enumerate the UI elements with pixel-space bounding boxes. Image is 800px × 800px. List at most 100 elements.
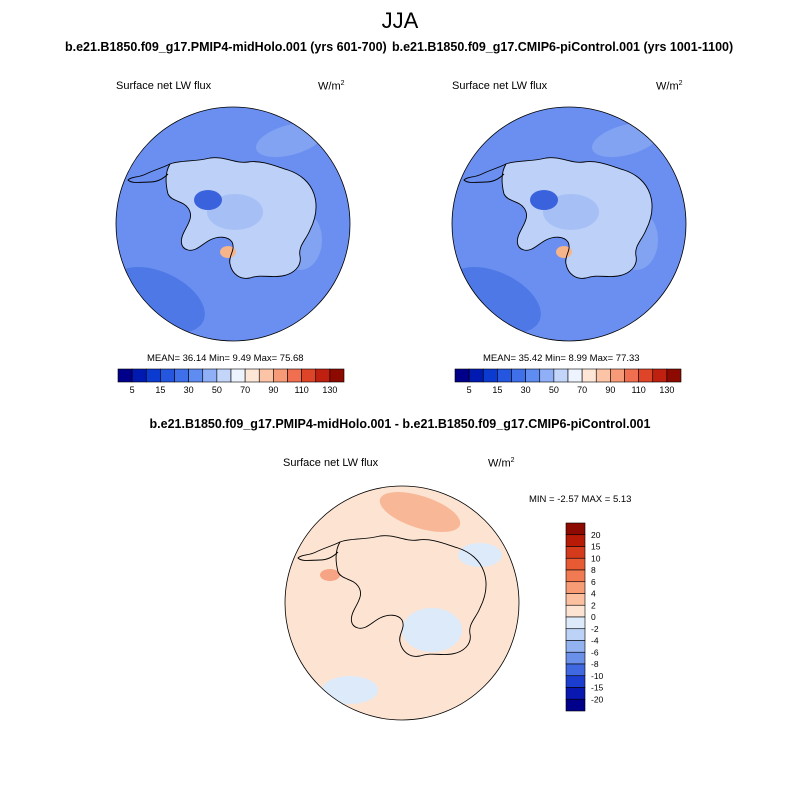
panel-3-colorbar-box — [565, 651, 586, 665]
panel-2-colorbar-box — [454, 368, 470, 383]
panel-2-title: b.e21.B1850.f09_g17.CMIP6-piControl.001 … — [392, 40, 734, 54]
panel-1-title: b.e21.B1850.f09_g17.PMIP4-midHolo.001 (y… — [65, 40, 387, 54]
panel-3-background-field — [285, 486, 519, 720]
panel-2-map-border — [451, 106, 687, 342]
panel-2-colorbar-box — [539, 368, 555, 383]
panel-1-colorbar-box — [131, 368, 147, 383]
panel-3-colorbar-tick-label: 2 — [591, 600, 596, 610]
panel-2-colorbar-box — [482, 368, 498, 383]
panel-2-colorbar-box — [468, 368, 484, 383]
panel-2-colorbar-box — [638, 368, 654, 383]
panel-2-colorbar-box — [553, 368, 569, 383]
panel-1-colorbar-box — [273, 368, 288, 383]
panel-2-units: W/m2 — [656, 80, 683, 93]
panel-2-colorbar-box — [610, 368, 625, 383]
panel-2-colorbar-tick-label: 30 — [521, 385, 531, 395]
panel-3-colorbar-tick-label: -8 — [591, 659, 599, 669]
panel-3-positive-anomaly-region — [379, 491, 461, 533]
panel-2-colorbar-box — [497, 368, 512, 383]
panel-2-colorbar-box — [652, 368, 668, 383]
panel-1-colorbar-box — [145, 368, 161, 383]
panel-3-colorbar-tick-label: 4 — [591, 589, 596, 599]
page-title: JJA — [381, 8, 419, 33]
panel-1-colorbar-tick-label: 50 — [212, 385, 222, 395]
panel-1-colorbar-box — [244, 368, 260, 383]
panel-2-colorbar-tick-label: 130 — [659, 385, 674, 395]
panel-3-map-border — [284, 485, 520, 721]
panel-1-colorbar-tick-label: 70 — [240, 385, 250, 395]
panel-1-colorbar-tick-label: 130 — [322, 385, 337, 395]
panel-3-colorbar-tick-label: 0 — [591, 612, 596, 622]
panel-3-colorbar-tick-label: 6 — [591, 577, 596, 587]
panel-3-colorbar-box — [565, 640, 586, 653]
panel-3-stats: MIN = -2.57 MAX = 5.13 — [529, 494, 632, 505]
panel-3-colorbar-tick-label: -2 — [591, 624, 599, 634]
panel-3-colorbar-box — [565, 581, 586, 594]
panel-3-colorbar-tick-label: -15 — [591, 683, 604, 693]
panel-1-colorbar-box — [287, 368, 302, 383]
panel-2-colorbar-tick-label: 70 — [577, 385, 587, 395]
panel-1-map — [115, 106, 351, 342]
panel-2-colorbar-box — [511, 368, 526, 383]
panel-1-warm-spot — [220, 246, 236, 258]
panel-1-colorbar-box — [301, 368, 317, 383]
panel-2-colorbar-box — [595, 368, 611, 383]
panel-2-colorbar-tick-label: 90 — [605, 385, 615, 395]
panel-3-colorbar-box — [565, 557, 586, 571]
panel-1-variable-label: Surface net LW flux — [116, 80, 212, 92]
panel-2-colorbar-box — [525, 368, 541, 383]
panel-1-colorbar-box — [216, 368, 232, 383]
panel-3-colorbar-tick-label: 20 — [591, 530, 601, 540]
panel-2-map — [451, 106, 687, 342]
panel-1-colorbar-box — [174, 368, 189, 383]
panel-1-colorbar-tick-label: 110 — [294, 385, 308, 395]
panel-3-colorbar-tick-label: -6 — [591, 647, 599, 657]
panel-3-colorbar-box — [565, 663, 586, 677]
panel-3-colorbar-tick-label: -20 — [591, 694, 604, 704]
panel-1-colorbar-box — [188, 368, 204, 383]
panel-3-colorbar-tick-label: 8 — [591, 565, 596, 575]
panel-3-colorbar-tick-label: -10 — [591, 671, 604, 681]
panel-3-colorbar-box — [565, 522, 586, 536]
panel-3-negative-anomaly-region — [402, 608, 462, 652]
panel-3-colorbar-box — [565, 546, 586, 559]
panel-3-colorbar-box — [565, 593, 586, 606]
panel-3-colorbar-box — [565, 604, 586, 618]
panel-3-colorbar-box — [565, 569, 586, 583]
panel-3-negative-anomaly-south — [322, 676, 378, 704]
panel-2-variable-label: Surface net LW flux — [452, 80, 548, 92]
panel-2-colorbar-box — [666, 368, 682, 383]
panel-3-colorbar-box — [565, 628, 586, 641]
panel-3-colorbar-tick-label: 10 — [591, 553, 601, 563]
panel-3-negative-anomaly-east — [458, 543, 502, 567]
panel-1-colorbar-box — [329, 368, 345, 383]
panel-2-colorbar-box — [624, 368, 639, 383]
panel-2-colorbar-tick-label: 110 — [631, 385, 645, 395]
panel-2-ross-low-region — [530, 190, 558, 210]
panel-3-colorbar-box — [565, 698, 586, 712]
panel-3-variable-label: Surface net LW flux — [283, 457, 379, 469]
panel-1-colorbar-box — [230, 368, 246, 383]
panel-3-positive-spot — [320, 569, 340, 581]
panel-1-ross-low-region — [194, 190, 222, 210]
panel-3-colorbar-tick-label: -4 — [591, 636, 599, 646]
panel-1-colorbar-tick-label: 30 — [184, 385, 194, 395]
panel-2-colorbar-box — [581, 368, 597, 383]
panel-2-colorbar-tick-label: 50 — [549, 385, 559, 395]
panel-1-stats: MEAN= 36.14 Min= 9.49 Max= 75.68 — [147, 353, 304, 364]
panel-3-units: W/m2 — [488, 457, 515, 470]
panel-1-map-border — [115, 106, 351, 342]
panel-1-colorbar: 5 15 30 50 70 90 110 130 — [117, 368, 345, 395]
panel-1-colorbar-box — [315, 368, 331, 383]
panel-3-colorbar-tick-label: 15 — [591, 542, 601, 552]
panel-2-colorbar-box — [567, 368, 583, 383]
panel-1-colorbar-tick-label: 5 — [130, 385, 135, 395]
panel-3-map — [284, 485, 520, 721]
panel-1-colorbar-box — [160, 368, 175, 383]
panel-3-colorbar-box — [565, 675, 586, 688]
panel-1-colorbar-box — [117, 368, 133, 383]
panel-1-colorbar-box — [258, 368, 274, 383]
panel-2-warm-spot — [556, 246, 572, 258]
